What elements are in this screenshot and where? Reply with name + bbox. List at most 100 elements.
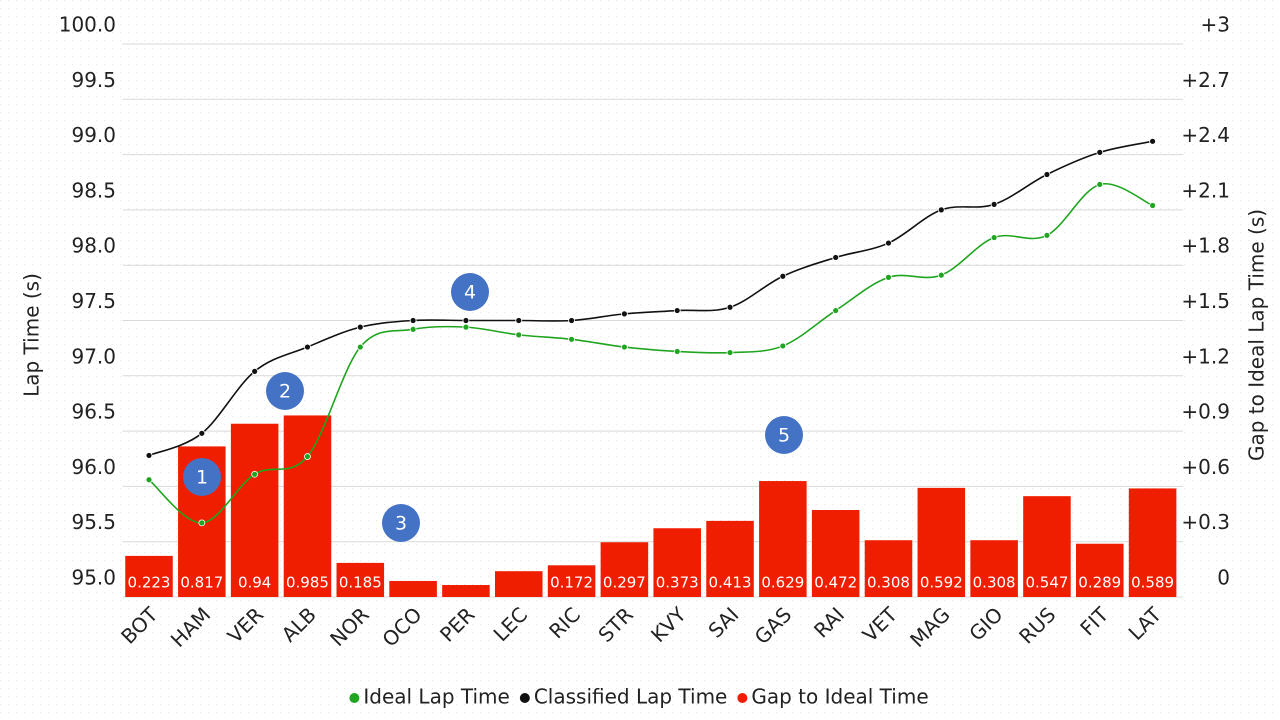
point (462, 317, 470, 324)
point (620, 343, 628, 351)
annotation-label: 2 (279, 381, 291, 403)
y-tick-label: 98.5 (71, 178, 116, 202)
point (515, 317, 523, 324)
point (251, 470, 259, 478)
bar (1076, 543, 1124, 597)
bar (230, 423, 279, 597)
point (937, 271, 945, 279)
bar (600, 542, 649, 597)
point (251, 367, 259, 375)
bar (283, 415, 332, 597)
legend-label: Classified Lap Time (534, 685, 728, 709)
data-label: 0.185 (339, 574, 382, 592)
point (515, 331, 523, 339)
y-axis-title: Lap Time (s) (20, 273, 44, 397)
data-label: 0.308 (973, 574, 1016, 592)
point (568, 335, 575, 343)
annotation-label: 4 (464, 282, 476, 304)
legend-label: Ideal Lap Time (363, 685, 509, 709)
y-tick-label: 96.5 (71, 400, 116, 424)
point (145, 452, 153, 459)
y2-tick-label: +0.3 (1181, 510, 1230, 534)
annotation-badge (266, 372, 304, 410)
point (885, 239, 892, 247)
y2-tick-label: +1.8 (1181, 234, 1230, 258)
data-label: 0.172 (550, 574, 593, 592)
bar (811, 509, 860, 597)
data-label: 0.308 (867, 574, 910, 592)
annotation-badge (451, 273, 489, 311)
bar (125, 555, 173, 597)
y2-axis-title: Gap to Ideal Lap Time (s) (1245, 209, 1269, 461)
point (1149, 202, 1156, 209)
bar (706, 520, 754, 597)
data-label: 0.223 (128, 574, 171, 592)
bar (1128, 488, 1177, 597)
bar (547, 565, 596, 597)
point (726, 349, 734, 356)
point (832, 307, 840, 314)
y2-tick-label: +1.5 (1181, 289, 1230, 313)
y-tick-label: 99.5 (71, 68, 116, 92)
data-label: 0.297 (603, 574, 646, 592)
data-label: 0.592 (920, 574, 963, 592)
y2-tick-label: +0.6 (1181, 455, 1230, 479)
point (462, 323, 470, 331)
point (568, 317, 575, 324)
y-tick-label: 95.5 (71, 510, 116, 534)
bar (759, 481, 807, 597)
data-label: 0.547 (1025, 574, 1068, 592)
point (726, 303, 734, 311)
y2-tick-label: +0.9 (1181, 400, 1230, 424)
bar (864, 540, 913, 597)
annotation-label: 5 (778, 425, 790, 447)
point (356, 323, 364, 331)
annotation-badge (382, 504, 420, 542)
data-label: 0.472 (814, 574, 857, 592)
legend-marker (519, 693, 530, 703)
point (990, 200, 998, 208)
y-tick-label: 95.0 (71, 566, 116, 590)
point (990, 234, 998, 241)
point (356, 343, 364, 351)
bar (389, 580, 437, 597)
point (304, 453, 311, 460)
bar (494, 571, 543, 597)
bar (442, 585, 490, 597)
y2-tick-label: +2.1 (1181, 178, 1230, 202)
y2-tick-label: +3 (1201, 13, 1230, 37)
data-label: 0.589 (1131, 574, 1174, 592)
data-label: 0.373 (656, 574, 699, 592)
point (1043, 171, 1051, 178)
bar (917, 487, 966, 597)
y-tick-label: 100.0 (59, 13, 116, 37)
y2-tick-label: +2.4 (1181, 123, 1230, 147)
point (779, 342, 787, 350)
data-label: 0.413 (709, 574, 752, 592)
legend: Ideal Lap Time Classified Lap Time Gap to … (349, 685, 929, 709)
annotation-badge (183, 458, 221, 496)
point (304, 343, 311, 351)
y-tick-label: 98.0 (71, 234, 116, 258)
point (937, 206, 945, 214)
legend-marker (737, 693, 748, 703)
data-label: 0.94 (238, 574, 271, 592)
bar (336, 562, 385, 597)
bar (1023, 496, 1071, 597)
legend-marker (349, 693, 360, 703)
data-label: 0.289 (1078, 574, 1121, 592)
data-label: 0.817 (180, 574, 223, 592)
point (409, 325, 417, 333)
point (832, 254, 840, 261)
bar (653, 528, 701, 597)
legend-label: Gap to Ideal Time (751, 685, 928, 709)
point (198, 429, 206, 437)
y2-tick-label: 0 (1217, 566, 1230, 590)
point (673, 348, 681, 355)
annotation-label: 3 (395, 513, 407, 535)
point (885, 273, 892, 281)
point (620, 310, 628, 318)
